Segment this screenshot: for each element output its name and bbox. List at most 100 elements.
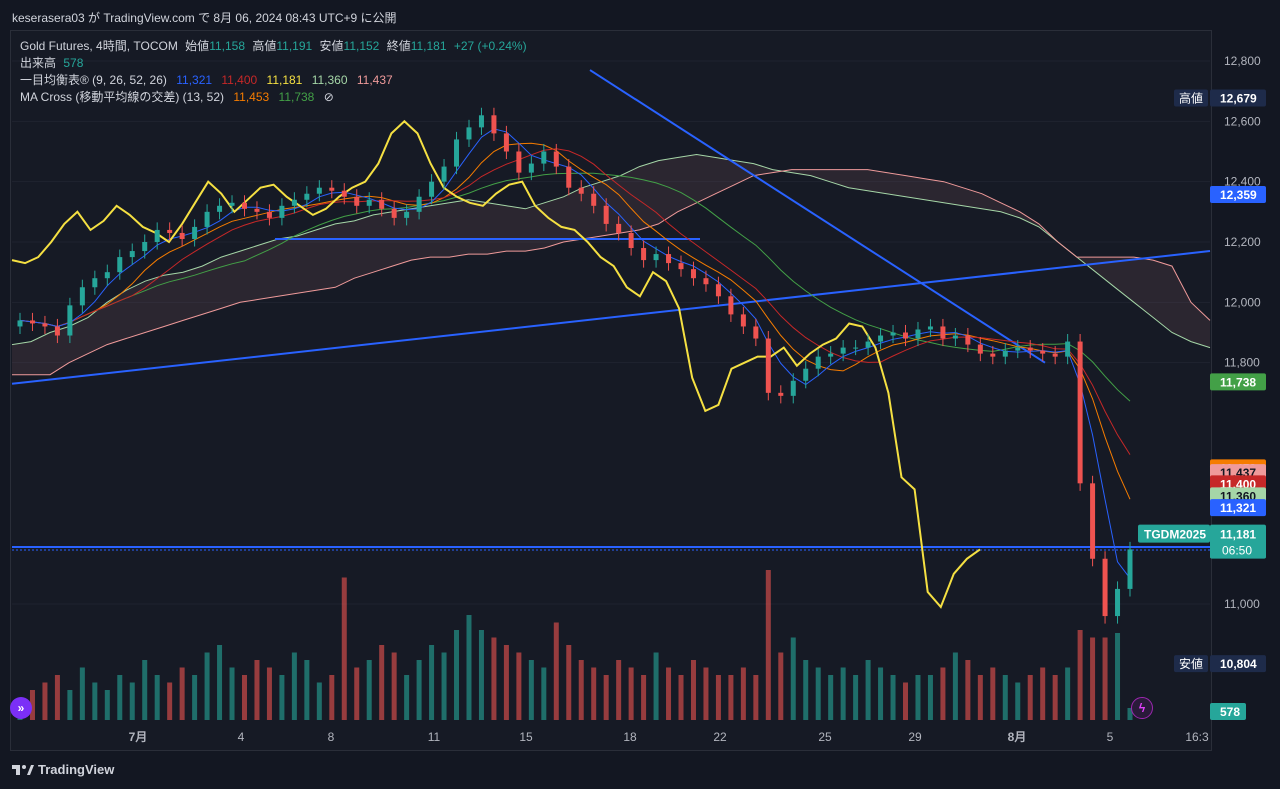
- time-tick-label: 25: [818, 730, 832, 744]
- volume-bar: [291, 652, 297, 720]
- ichimoku-senkou-b-value: 11,437: [356, 73, 393, 87]
- candle-body: [990, 353, 996, 357]
- candle-body: [1040, 350, 1046, 354]
- candle-body: [803, 368, 809, 381]
- bar-countdown: 06:50: [1222, 544, 1252, 558]
- candle-body: [1127, 549, 1133, 589]
- candle-body: [429, 181, 435, 197]
- candle-body: [1077, 341, 1083, 484]
- price-tick-label: 12,000: [1224, 295, 1261, 309]
- kumo-fill: [12, 154, 1210, 375]
- publish-line: keserasera03 が TradingView.com で 8月 06, …: [12, 11, 397, 25]
- candle-body: [903, 332, 909, 339]
- volume-bar: [1015, 682, 1021, 720]
- time-tick-label: 8: [328, 730, 335, 744]
- volume-bar: [828, 675, 834, 720]
- volume-bar: [528, 660, 534, 720]
- open-value: 11,158: [209, 39, 245, 53]
- candle-body: [578, 187, 584, 194]
- time-tick-label: 8月: [1008, 730, 1027, 744]
- time-axis: 7月 4 8 11 15 18 22 25 29 8月 5 16:3: [129, 730, 1209, 744]
- volume-bar: [142, 660, 148, 720]
- candle-body: [915, 329, 921, 339]
- volume-bar: [129, 682, 135, 720]
- volume-bar: [254, 660, 260, 720]
- volume-bar: [553, 622, 559, 720]
- candle-body: [478, 115, 484, 128]
- ichimoku-tenkan-value: 11,321: [176, 73, 213, 87]
- volume-bar: [591, 667, 597, 720]
- candle-body: [291, 199, 297, 206]
- volume-bar: [903, 682, 909, 720]
- volume-badge-value: 578: [1220, 705, 1240, 719]
- candle-body: [927, 326, 933, 330]
- ma-fast-value: 11,453: [233, 90, 270, 104]
- time-tick-label: 18: [623, 730, 637, 744]
- volume-bar: [454, 630, 460, 720]
- volume-bar: [104, 690, 110, 720]
- candle-body: [653, 254, 659, 261]
- indicator-lines: [11, 119, 1131, 609]
- candle-body: [715, 284, 721, 297]
- volume-bar: [1027, 675, 1033, 720]
- volume-row: 出来高 578: [20, 55, 527, 72]
- candle-body: [740, 314, 746, 327]
- candle-body: [753, 326, 759, 339]
- price-badge-value: 12,679: [1220, 92, 1257, 106]
- time-tick-label: 7月: [129, 730, 148, 744]
- volume-bar: [229, 667, 235, 720]
- volume-bar: [616, 660, 622, 720]
- volume-bar: [516, 652, 522, 720]
- candle-body: [878, 335, 884, 342]
- candle-body: [853, 347, 859, 349]
- candle-body: [416, 196, 422, 212]
- candle-body: [1027, 347, 1033, 351]
- volume-bar: [379, 645, 385, 720]
- candle-body: [1102, 558, 1108, 617]
- volume-label[interactable]: 出来高: [20, 56, 57, 70]
- lightning-icon[interactable]: ϟ: [1131, 697, 1153, 719]
- ma-slow-value: 11,738: [278, 90, 315, 104]
- candle-body: [890, 332, 896, 336]
- volume-bar: [1127, 708, 1133, 720]
- candle-body: [765, 338, 771, 393]
- open-label: 始値: [185, 39, 210, 53]
- volume-bar: [965, 660, 971, 720]
- candle-body: [404, 211, 410, 218]
- double-chevron-right-icon[interactable]: »: [10, 697, 32, 719]
- ichimoku-label[interactable]: 一目均衡表® (9, 26, 52, 26): [20, 73, 167, 87]
- close-value: 11,181: [410, 39, 447, 53]
- volume-bar: [890, 675, 896, 720]
- volume-bar: [92, 682, 98, 720]
- time-tick-label: 29: [908, 730, 922, 744]
- volume-bar: [628, 667, 634, 720]
- candle-body: [965, 335, 971, 345]
- volume-bar: [765, 570, 771, 720]
- candles: [17, 107, 1133, 624]
- volume-bar: [1002, 675, 1008, 720]
- volume-bar: [990, 667, 996, 720]
- senkou-span-b-line: [12, 169, 1211, 376]
- hidden-icon[interactable]: ⊘: [323, 90, 334, 104]
- candle-body: [117, 257, 123, 273]
- candle-body: [1015, 347, 1021, 351]
- candle-body: [167, 229, 173, 233]
- ma-cross-label[interactable]: MA Cross (移動平均線の交差) (13, 52): [20, 90, 225, 104]
- candle-body: [1090, 483, 1096, 559]
- chart-legend: Gold Futures, 4時間, TOCOM 始値11,158 高値11,1…: [20, 38, 527, 106]
- candle-body: [666, 254, 672, 264]
- candle-body: [54, 326, 60, 336]
- volume-bar: [167, 682, 173, 720]
- chart-pane[interactable]: [10, 30, 1212, 751]
- tradingview-logo[interactable]: TradingView: [12, 762, 114, 777]
- candle-body: [541, 151, 547, 164]
- volume-bar: [940, 667, 946, 720]
- volume-bar: [641, 675, 647, 720]
- brand-label: TradingView: [38, 762, 115, 777]
- volume-bar: [54, 675, 60, 720]
- candle-body: [591, 193, 597, 206]
- symbol-label[interactable]: Gold Futures, 4時間, TOCOM: [20, 39, 178, 53]
- last-price-value: 11,181: [1220, 528, 1256, 542]
- volume-bar: [715, 675, 721, 720]
